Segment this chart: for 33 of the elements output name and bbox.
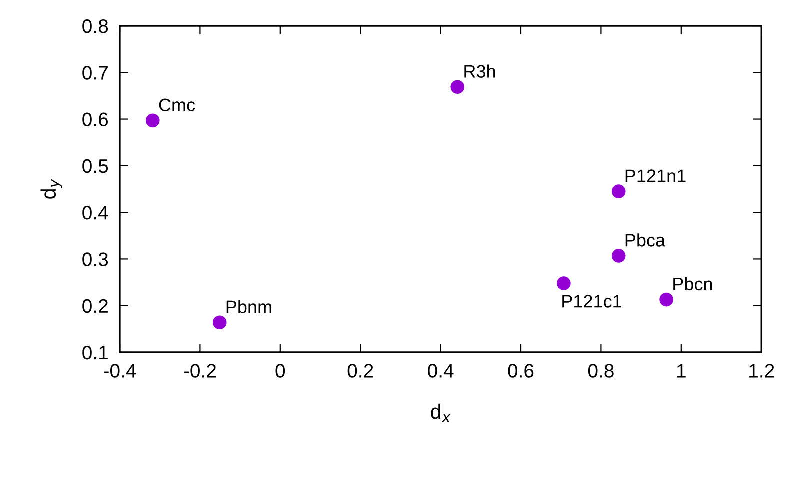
- x-tick-label: 1.2: [750, 364, 774, 378]
- x-tick-label: 0.8: [588, 364, 614, 378]
- annotation: R3h: [464, 64, 496, 78]
- x-tick-label: 0: [276, 364, 286, 378]
- x-tick-label: 1: [677, 364, 686, 378]
- x-tick-label: -0.4: [104, 364, 136, 378]
- y-axis-title: d$_{y}$: [40, 179, 62, 199]
- annotation: Pbcn: [674, 277, 712, 291]
- x-tick-label: 0.6: [508, 364, 534, 378]
- point: [212, 316, 227, 330]
- annotation: Cmc: [159, 98, 196, 112]
- y-tick-label: 0.4: [82, 206, 108, 220]
- point: [612, 184, 626, 198]
- annotation: Pbca: [626, 234, 666, 247]
- y-tick-label: 0.7: [82, 66, 108, 80]
- y-tick-label: 0.2: [82, 299, 108, 314]
- point: [660, 292, 674, 307]
- y-tick-label: 0.3: [82, 252, 108, 266]
- point: [146, 114, 160, 128]
- annotation: P121c1: [562, 295, 622, 308]
- x-axis-title: d$_{x}$: [431, 404, 451, 422]
- annotation: Pbnm: [226, 300, 272, 314]
- x-tick-label: -0.2: [184, 364, 216, 378]
- point: [450, 80, 465, 94]
- annotation: P121n1: [626, 170, 686, 182]
- y-tick-label: 0.6: [82, 112, 108, 127]
- y-tick-label: 0.1: [82, 346, 108, 360]
- x-tick-label: 0.2: [348, 364, 374, 378]
- x-tick-label: 0.4: [428, 364, 454, 378]
- y-tick-label: 0.8: [82, 19, 108, 34]
- y-tick-label: 0.5: [82, 159, 108, 174]
- point: [612, 249, 626, 263]
- point: [557, 276, 571, 290]
